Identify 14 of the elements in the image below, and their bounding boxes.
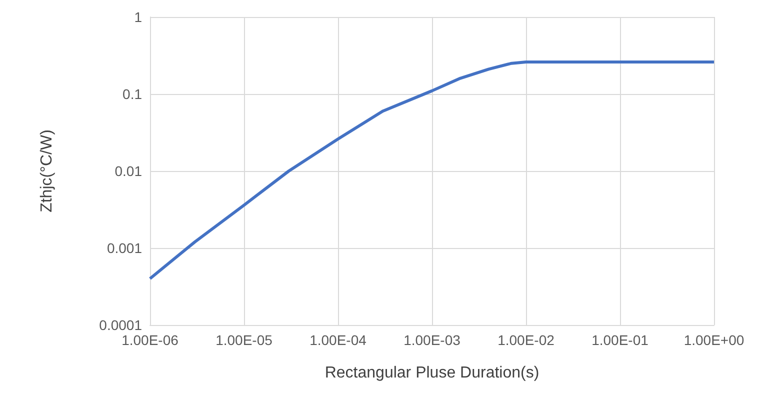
y-axis-title: Zthjc(°C/W): [38, 130, 56, 212]
y-tick-label: 0.001: [106, 240, 142, 256]
x-tick-label: 1.00E-05: [216, 332, 273, 348]
x-axis-title: Rectangular Pluse Duration(s): [324, 364, 540, 382]
y-tick-label: 0.0001: [99, 317, 142, 333]
x-tick-label: 1.00E-01: [592, 332, 649, 348]
x-tick-label: 1.00E-06: [122, 332, 179, 348]
x-tick-label: 1.00E-04: [310, 332, 367, 348]
y-tick-label: 0.1: [122, 86, 142, 102]
x-tick-label: 1.00E+00: [684, 332, 744, 348]
y-tick-label: 1: [134, 9, 142, 25]
x-tick-label: 1.00E-03: [404, 332, 461, 348]
x-tick-label: 1.00E-02: [498, 332, 555, 348]
y-tick-label: 0.01: [114, 163, 142, 179]
